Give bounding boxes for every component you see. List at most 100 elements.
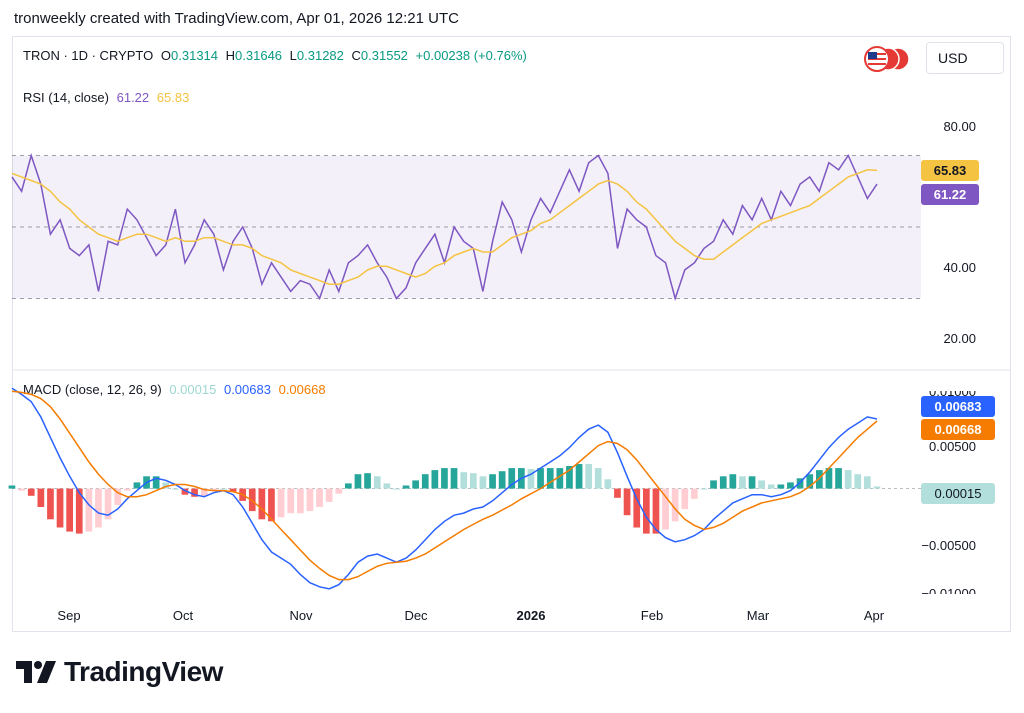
close-value: 0.31552	[360, 48, 408, 63]
rsi-tag: 61.22	[921, 184, 979, 205]
brand-name: TradingView	[64, 656, 223, 687]
macd-tag: 0.00683	[921, 396, 995, 417]
macd-histogram-bar	[287, 488, 295, 514]
macd-histogram-bar	[354, 474, 362, 489]
macd-histogram-bar	[27, 488, 35, 496]
rsi-background-band	[12, 155, 921, 299]
macd-histogram-bar	[479, 476, 487, 489]
macd-histogram-bar	[114, 488, 122, 505]
x-label-oct: Oct	[172, 608, 194, 623]
rsi-pane	[11, 152, 1011, 371]
rsi-ma-value: 65.83	[156, 90, 190, 105]
macd-label: MACD (close, 12, 26, 9)	[23, 382, 162, 397]
rsi-label: RSI (14, close)	[23, 90, 109, 105]
macd-histogram-bar	[460, 472, 468, 489]
macd-line	[11, 387, 878, 590]
macd-histogram-bar	[335, 488, 343, 494]
macd-signal-value: 0.00668	[278, 382, 326, 397]
macd-histogram-bar	[402, 485, 410, 489]
macd-level-neg-0.005: −0.00500	[921, 538, 976, 553]
macd-histogram-bar	[181, 488, 189, 495]
macd-histogram-bar	[325, 488, 333, 502]
macd-histogram-bar	[691, 488, 698, 499]
macd-histogram-bar	[345, 483, 352, 489]
macd-histogram-bar	[643, 488, 650, 534]
macd-level-0.005: 0.00500	[929, 439, 976, 454]
histogram-tag: 0.00015	[921, 483, 995, 504]
macd-histogram-bar	[210, 488, 218, 491]
us-flag-icon[interactable]	[862, 44, 910, 74]
macd-histogram-bar	[527, 469, 535, 489]
macd-histogram-bar	[66, 488, 73, 532]
macd-histogram-bar	[297, 488, 304, 514]
macd-signal-line	[11, 390, 878, 581]
rsi-level-20: 20.00	[943, 331, 976, 346]
macd-histogram-bar	[498, 471, 506, 489]
macd-histogram-bar	[47, 488, 54, 520]
macd-histogram-bar	[767, 484, 775, 489]
x-label-feb: Feb	[640, 608, 664, 623]
rsi-value: 61.22	[116, 90, 150, 105]
x-label-dec: Dec	[404, 608, 428, 623]
macd-histogram-bar	[364, 473, 371, 489]
rsi-level-40: 40.00	[943, 260, 976, 275]
rsi-ma-line	[11, 169, 878, 285]
macd-histogram-bar	[652, 488, 660, 534]
macd-histogram-bar	[56, 488, 64, 528]
macd-legend: MACD (close, 12, 26, 9) 0.00015 0.00683 …	[23, 382, 330, 397]
macd-histogram-bar	[537, 468, 544, 489]
macd-histogram-bar	[37, 488, 45, 507]
macd-histogram-bar	[95, 488, 102, 528]
macd-histogram-bar	[383, 483, 391, 489]
macd-histogram-bar	[450, 468, 458, 489]
tradingview-logo[interactable]: TradingView	[16, 656, 223, 688]
macd-histogram-bar	[172, 488, 179, 490]
macd-histogram-bar	[75, 488, 83, 534]
signal-tag: 0.00668	[921, 419, 995, 440]
macd-histogram-bar	[152, 476, 160, 489]
macd-histogram-bar	[8, 485, 16, 489]
macd-histogram-bar	[556, 468, 564, 489]
macd-histogram-bar	[546, 468, 554, 489]
macd-histogram-bar	[277, 488, 285, 518]
macd-histogram-bar	[825, 468, 833, 489]
macd-histogram-bar	[671, 488, 679, 522]
macd-histogram-bar	[268, 488, 275, 522]
attribution-text: tronweekly created with TradingView.com,…	[14, 10, 459, 27]
tradingview-logo-icon	[16, 661, 56, 683]
macd-histogram-bar	[594, 468, 602, 489]
chart-frame	[12, 36, 1011, 632]
macd-histogram-bar	[258, 488, 266, 520]
macd-histogram-bar	[229, 488, 237, 492]
macd-histogram-bar	[604, 479, 612, 489]
macd-histogram-bar	[316, 488, 323, 507]
high-value: 0.31646	[235, 48, 283, 63]
macd-histogram-bar	[806, 474, 814, 489]
x-label-sep: Sep	[57, 608, 81, 623]
macd-histogram-bar	[710, 480, 717, 489]
macd-line-value: 0.00683	[223, 382, 271, 397]
macd-histogram-bar	[393, 488, 400, 490]
macd-histogram-bar	[200, 488, 208, 496]
macd-histogram-bar	[412, 480, 419, 489]
macd-histogram-bar	[104, 488, 112, 520]
macd-histogram-bar	[873, 486, 881, 489]
open-value: 0.31314	[171, 48, 219, 63]
macd-histogram-bar	[373, 476, 381, 489]
macd-histogram-bar	[835, 468, 842, 489]
x-label-2026: 2026	[516, 608, 546, 623]
macd-histogram-bar	[470, 473, 477, 489]
currency-selector[interactable]: USD	[926, 42, 1004, 74]
symbol-legend: TRON · 1D · CRYPTO O0.31314 H0.31646 L0.…	[23, 48, 527, 63]
macd-histogram-bar	[854, 474, 862, 489]
macd-histogram-bar	[719, 476, 727, 489]
rsi-level-80: 80.00	[943, 119, 976, 134]
macd-histogram-bar	[700, 488, 708, 490]
macd-histogram-bar	[816, 470, 823, 489]
macd-histogram-bar	[844, 470, 852, 489]
macd-histogram-bar	[431, 470, 439, 489]
macd-histogram-bar	[748, 476, 756, 489]
x-label-mar: Mar	[746, 608, 770, 623]
macd-histogram-bar	[124, 488, 131, 491]
